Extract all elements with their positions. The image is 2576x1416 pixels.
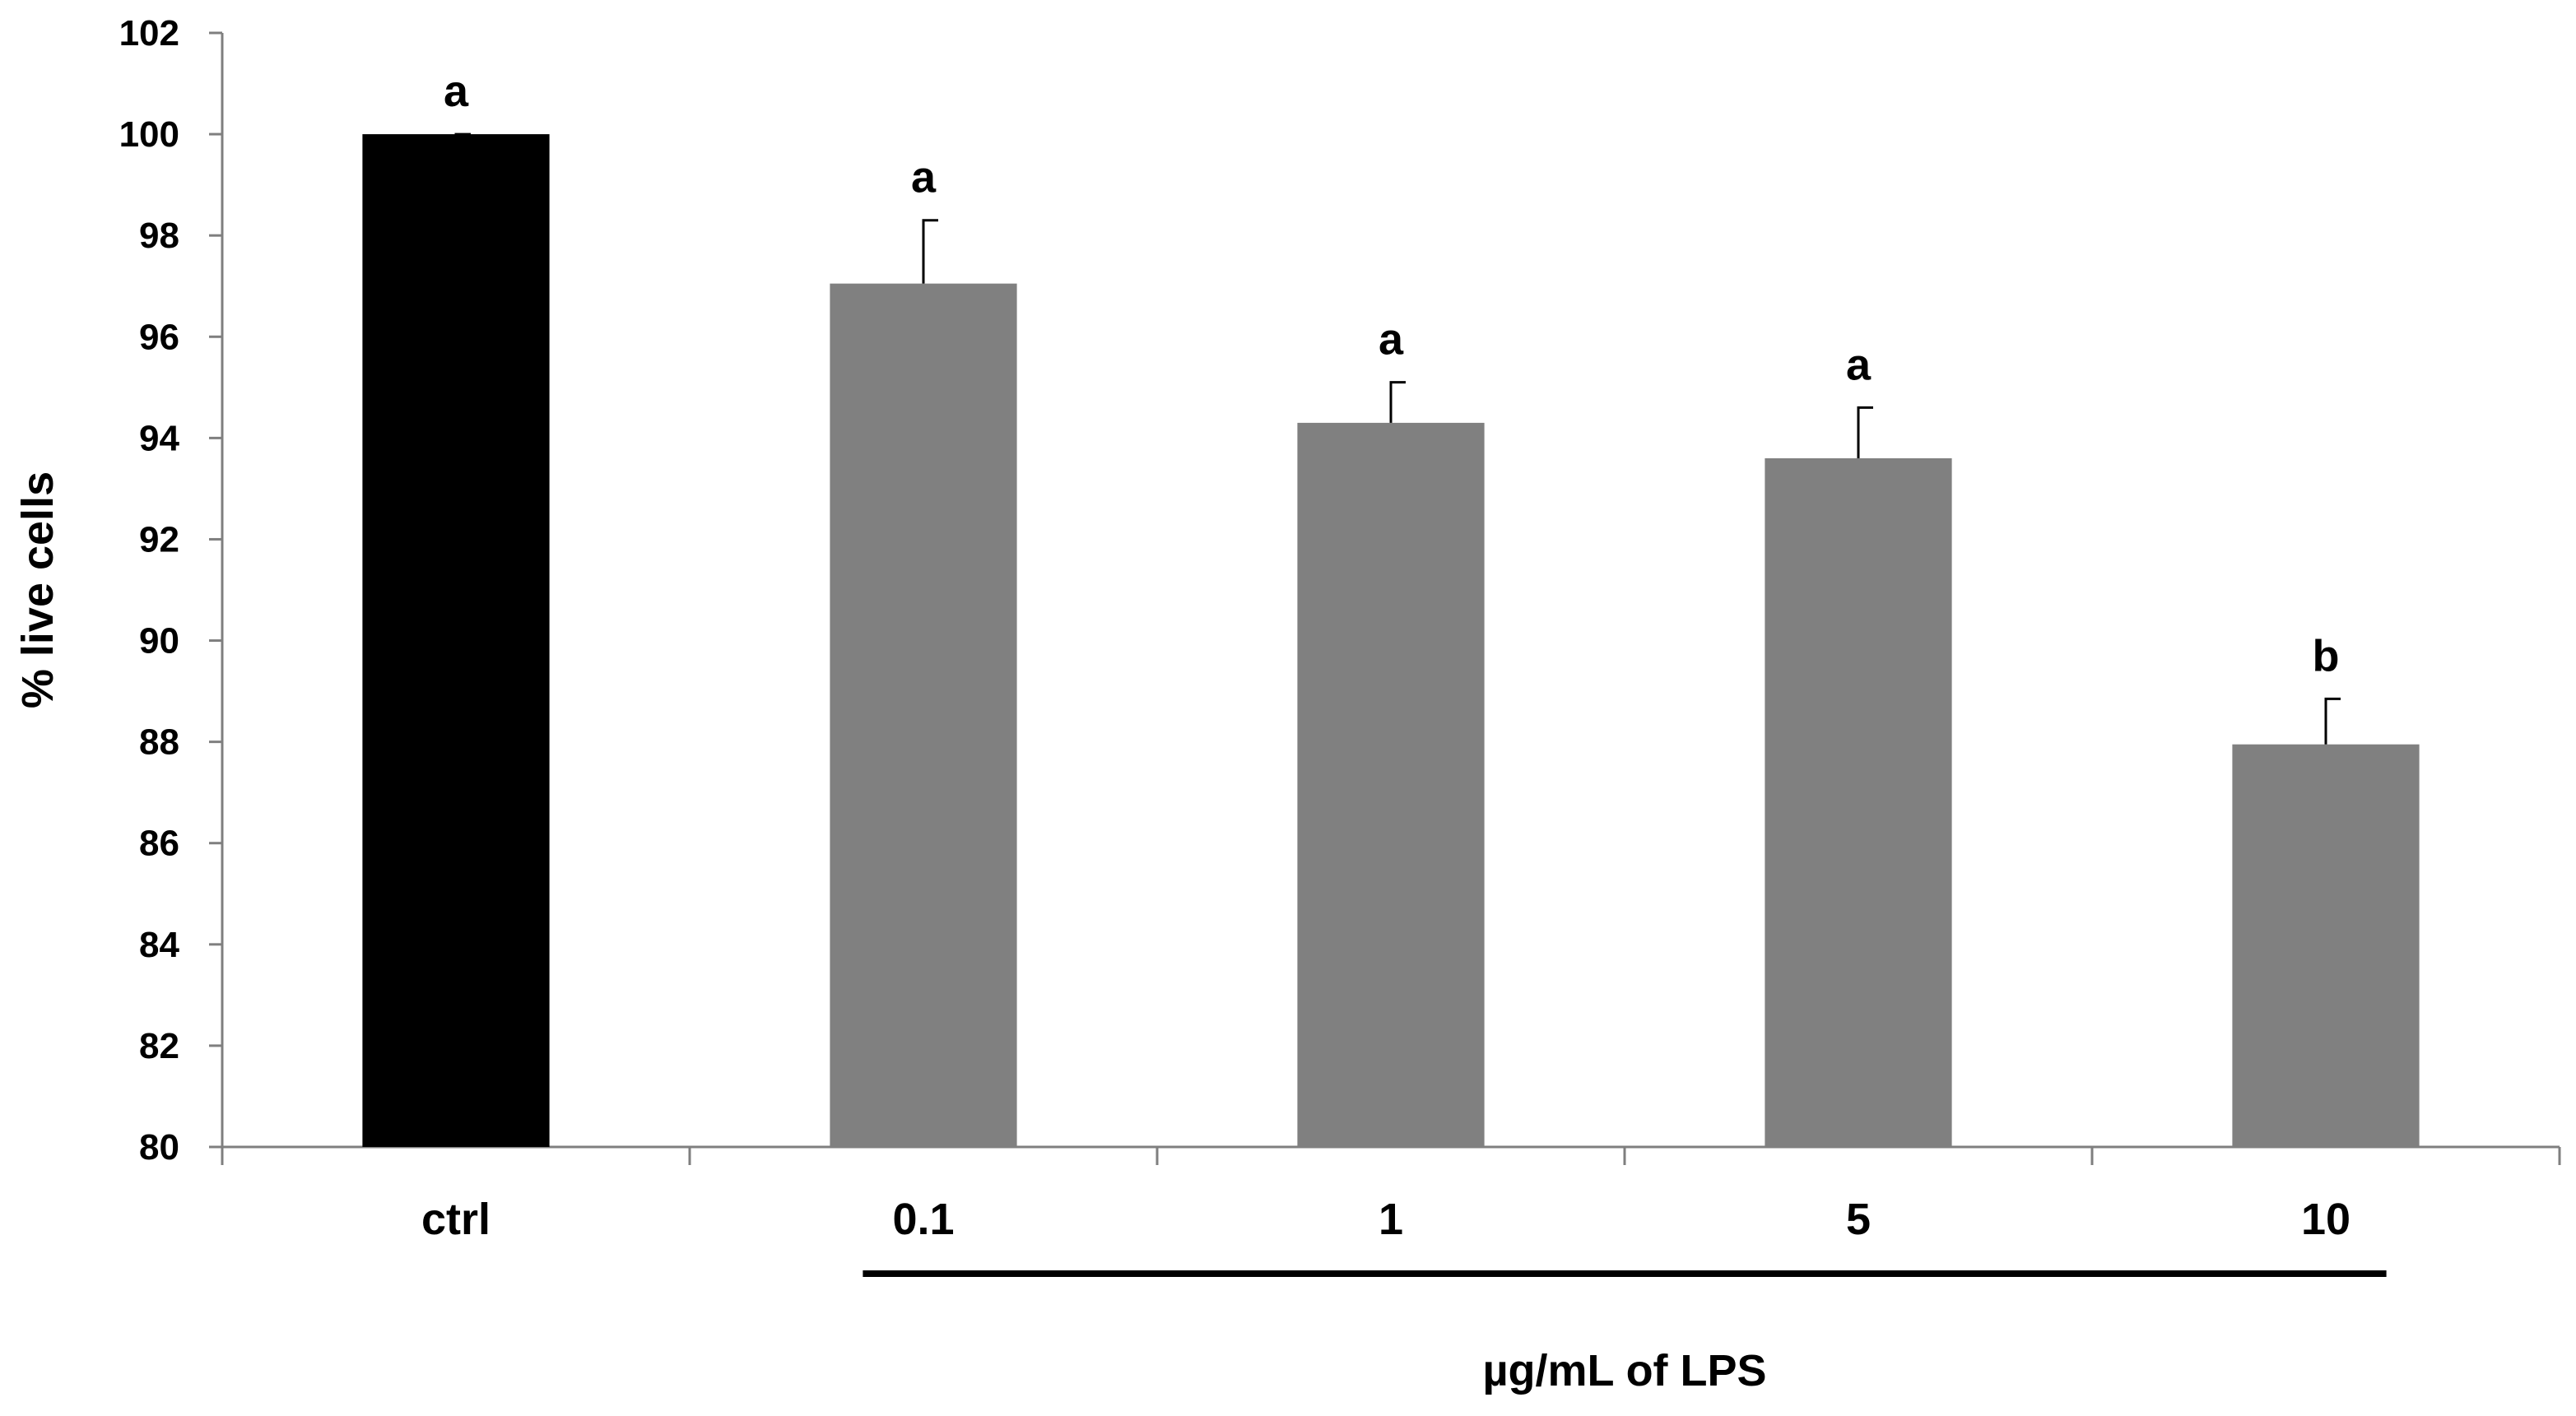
- bar-1: [1297, 422, 1485, 1147]
- y-tick-label: 88: [139, 722, 179, 763]
- error-bars: [454, 132, 2341, 745]
- significance-labels: a a a a b: [444, 67, 2340, 680]
- bar-ctrl: [362, 134, 550, 1147]
- y-tick-label: 90: [139, 621, 179, 662]
- y-tick-label: 96: [139, 317, 179, 357]
- bar-0.1: [830, 283, 1017, 1147]
- y-tick-label: 82: [139, 1026, 179, 1066]
- category-label: 0.1: [892, 1195, 954, 1244]
- category-label: 10: [2301, 1195, 2350, 1244]
- bar-5: [1765, 457, 1952, 1147]
- y-tick-label: 86: [139, 824, 179, 864]
- y-tick-label: 80: [139, 1127, 179, 1168]
- significance-label: a: [911, 153, 937, 202]
- category-label: 1: [1379, 1195, 1403, 1244]
- bars: [362, 134, 2420, 1147]
- x-axis: [221, 1145, 2561, 1165]
- y-tick-label: 92: [139, 519, 179, 559]
- x-axis-title: µg/mL of LPS: [1482, 1346, 1766, 1395]
- y-tick-label: 102: [119, 13, 179, 53]
- bar-10: [2232, 744, 2420, 1147]
- category-label: 5: [1846, 1195, 1871, 1244]
- category-label: ctrl: [421, 1195, 491, 1244]
- y-tick-label: 84: [139, 925, 179, 965]
- significance-label: a: [1379, 315, 1404, 364]
- y-axis-title: % live cells: [13, 471, 63, 708]
- significance-label: a: [444, 67, 469, 116]
- y-axis: 80 82 84 86 88 90 92 94 96 98 100 102: [119, 13, 224, 1168]
- category-labels: ctrl 0.1 1 5 10: [421, 1195, 2350, 1244]
- y-tick-label: 98: [139, 216, 179, 256]
- y-tick-label: 94: [139, 418, 179, 458]
- significance-label: a: [1846, 340, 1872, 389]
- significance-label: b: [2313, 631, 2340, 680]
- y-tick-label: 100: [119, 114, 179, 155]
